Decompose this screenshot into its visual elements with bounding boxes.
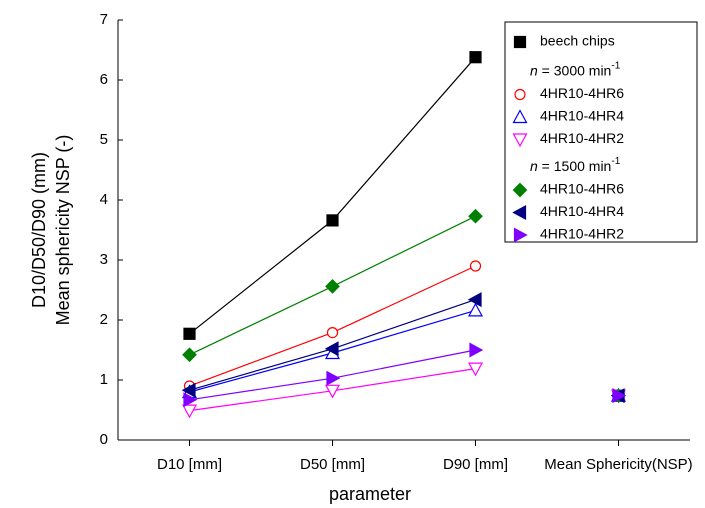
y-tick-label: 7 <box>100 11 108 28</box>
marker <box>467 362 484 377</box>
marker <box>182 347 197 363</box>
legend-label: 4HR10-4HR4 <box>540 108 624 124</box>
x-axis-label: parameter <box>329 484 411 504</box>
marker <box>183 327 196 340</box>
x-tick-label: D90 [mm] <box>443 456 508 473</box>
marker <box>324 341 339 357</box>
y-tick-label: 6 <box>100 71 108 88</box>
legend-label: beech chips <box>540 33 615 49</box>
legend-label: 4HR10-4HR6 <box>540 181 624 197</box>
x-tick-label: D10 [mm] <box>157 456 222 473</box>
x-tick-label: D50 [mm] <box>300 456 365 473</box>
y-axis-label: D10/D50/D90 (mm) <box>29 152 49 308</box>
marker <box>512 182 528 198</box>
marker <box>326 370 341 386</box>
legend-group-title: n = 1500 min-1 <box>530 156 621 174</box>
legend-label: 4HR10-4HR4 <box>540 203 624 219</box>
marker <box>612 388 627 404</box>
y-tick-label: 2 <box>100 311 108 328</box>
y-tick-label: 5 <box>100 131 108 148</box>
x-tick-label: Mean Sphericity(NSP) <box>544 456 692 473</box>
marker <box>468 208 483 224</box>
legend-label: 4HR10-4HR2 <box>540 226 624 242</box>
marker <box>467 292 482 308</box>
legend-group-title: n = 3000 min-1 <box>530 60 621 78</box>
marker <box>513 227 528 243</box>
marker <box>512 109 528 124</box>
legend-label: 4HR10-4HR2 <box>540 130 624 146</box>
y-axis-label: Mean sphericity NSP (-) <box>53 135 73 326</box>
marker <box>324 384 341 399</box>
legend-label: 4HR10-4HR6 <box>540 85 624 101</box>
legend: beech chips n = 3000 min-1 4HR10-4HR6 4HR10… <box>512 33 624 243</box>
marker <box>181 404 198 419</box>
legend-box <box>504 21 698 243</box>
y-tick-label: 4 <box>100 191 108 208</box>
marker <box>512 133 528 148</box>
y-tick-label: 0 <box>100 431 108 448</box>
marker <box>326 214 339 227</box>
marker <box>469 342 484 358</box>
marker <box>514 88 526 101</box>
marker <box>183 392 198 408</box>
marker <box>513 35 527 49</box>
marker <box>181 382 196 398</box>
marker <box>325 279 340 294</box>
y-tick-label: 3 <box>100 251 108 268</box>
marker <box>469 51 482 64</box>
marker <box>326 327 339 339</box>
marker <box>467 302 484 317</box>
marker <box>469 260 482 272</box>
marker <box>512 204 527 221</box>
y-tick-label: 1 <box>100 371 108 388</box>
